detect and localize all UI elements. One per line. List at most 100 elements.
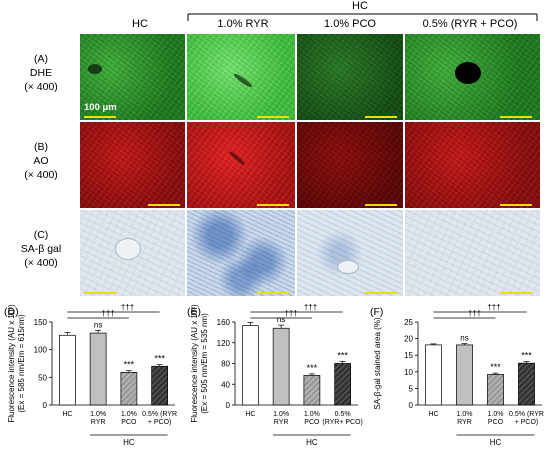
row-letter: (C) xyxy=(33,229,49,241)
x-tick-label: RYR xyxy=(457,419,472,426)
panel-letter: (D) xyxy=(4,306,19,318)
comparison-label: ††† xyxy=(468,309,481,318)
row-letter: (A) xyxy=(34,53,48,65)
micrograph-dhe-ryr xyxy=(187,34,295,120)
y-tick-label: 40 xyxy=(221,380,230,389)
micrograph-ao-mix xyxy=(405,122,540,208)
bar xyxy=(59,334,76,406)
micrograph-sabgal-ryr xyxy=(187,210,295,296)
scale-bar-label: 100 μm xyxy=(84,102,117,113)
micrograph-dhe-mix xyxy=(405,34,540,120)
micrograph-ao-hc xyxy=(80,122,185,208)
micrograph-ao-pco xyxy=(297,122,403,208)
comparison-label: ††† xyxy=(487,303,500,312)
row-letter: (B) xyxy=(34,141,48,153)
scale-bar xyxy=(257,116,289,118)
bar xyxy=(334,363,351,406)
y-tick-label: 150 xyxy=(34,318,48,327)
x-tick-label: RYR xyxy=(91,419,106,426)
scale-bar xyxy=(257,204,289,206)
scale-bar xyxy=(365,292,397,294)
row-magnification: (× 400) xyxy=(24,81,58,93)
vessel-mark xyxy=(88,64,102,74)
micrograph-ao-ryr xyxy=(187,122,295,208)
vessel-mark xyxy=(232,72,254,89)
group-bracket xyxy=(187,13,538,21)
scale-bar xyxy=(500,116,532,118)
scale-bar xyxy=(84,116,116,118)
panel-letter: (F) xyxy=(370,306,383,318)
micrograph-dhe-pco xyxy=(297,34,403,120)
y-tick-label: 25 xyxy=(404,318,413,327)
x-tick-label: 1.0% xyxy=(488,411,504,418)
x-tick-label: HC xyxy=(62,411,72,418)
chart-fluorescence-ao: (E)Fluorescence intensity (AU x 10³) (Ex … xyxy=(187,303,363,447)
y-tick-label: 80 xyxy=(221,360,230,369)
significance-label: ns xyxy=(277,315,285,324)
x-tick-label: (RYR+ PCO) xyxy=(322,419,363,426)
significance-label: *** xyxy=(154,354,165,364)
y-tick-label: 50 xyxy=(38,373,47,382)
bar xyxy=(272,327,290,406)
row-stain: DHE xyxy=(29,67,53,79)
chart-fluorescence-dhe: (D)Fluorescence intensity (AU x 10³) (Ex … xyxy=(4,303,177,447)
vessel-mark xyxy=(337,260,359,274)
scale-bar xyxy=(500,292,532,294)
y-tick-label: 160 xyxy=(217,318,231,327)
row-label-ao: (B) AO (× 400) xyxy=(2,140,80,182)
x-tick-label: PCO xyxy=(304,419,320,426)
x-tick-label: PCO xyxy=(121,419,137,426)
x-tick-label: RYR xyxy=(274,419,289,426)
y-tick-label: 10 xyxy=(404,368,413,377)
comparison-label: ††† xyxy=(284,309,297,318)
significance-label: *** xyxy=(490,362,501,372)
micrograph-sabgal-pco xyxy=(297,210,403,296)
row-magnification: (× 400) xyxy=(24,169,58,181)
y-tick-label: 120 xyxy=(217,339,231,348)
group-label: HC xyxy=(306,438,318,447)
significance-label: *** xyxy=(337,350,348,360)
comparison-label: ††† xyxy=(101,309,114,318)
y-tick-label: 0 xyxy=(226,401,231,410)
panel-letter: (E) xyxy=(187,306,201,318)
x-tick-label: 1.0% xyxy=(457,411,473,418)
bar xyxy=(120,372,138,406)
x-tick-label: HC xyxy=(428,411,438,418)
bar xyxy=(89,332,107,406)
row-label-dhe: (A) DHE (× 400) xyxy=(2,52,80,94)
y-tick-label: 0 xyxy=(409,401,414,410)
y-axis-label-secondary: (Ex = 585 nm/Em = 615nm) xyxy=(17,314,26,413)
x-tick-label: 1.0% xyxy=(273,411,289,418)
comparison-label: ††† xyxy=(121,303,134,312)
bar xyxy=(518,362,535,406)
chart-sabgal-area: (F)SA-β-gal stained area (%) 0 5 10 15 20 25 HC… xyxy=(370,303,544,447)
x-tick-label: + PCO) xyxy=(148,419,172,426)
significance-label: *** xyxy=(124,360,135,370)
y-tick-label: 5 xyxy=(409,384,414,393)
y-tick-label: 100 xyxy=(34,346,48,355)
x-tick-label: HC xyxy=(245,411,255,418)
significance-label: ns xyxy=(460,334,468,343)
micrograph-dhe-hc: 100 μm xyxy=(80,34,185,120)
scale-bar xyxy=(257,292,289,294)
x-tick-label: 1.0% xyxy=(304,411,320,418)
x-tick-label: 0.5% (RYR xyxy=(142,411,177,418)
bar xyxy=(456,344,473,406)
scale-bar xyxy=(365,204,397,206)
comparison-label: ††† xyxy=(304,303,317,312)
significance-label: ns xyxy=(94,320,102,329)
x-tick-label: 1.0% xyxy=(121,411,137,418)
y-axis-label-secondary: (Ex = 505 nm/Em = 535 nm) xyxy=(200,313,209,414)
column-header-pco: 1.0% PCO xyxy=(324,18,376,30)
bar xyxy=(242,325,259,406)
x-tick-label: 0.5% xyxy=(335,411,351,418)
significance-label: *** xyxy=(521,351,532,361)
group-label: HC xyxy=(123,438,135,447)
vessel-mark xyxy=(228,150,246,166)
row-label-sabgal: (C) SA-β gal (× 400) xyxy=(2,228,80,270)
micrograph-sabgal-hc xyxy=(80,210,185,296)
vessel-mark xyxy=(455,62,481,84)
row-magnification: (× 400) xyxy=(24,257,58,269)
y-axis-label: Fluorescence intensity (AU x 10³) xyxy=(7,304,16,423)
row-stain: SA-β gal xyxy=(20,243,62,255)
